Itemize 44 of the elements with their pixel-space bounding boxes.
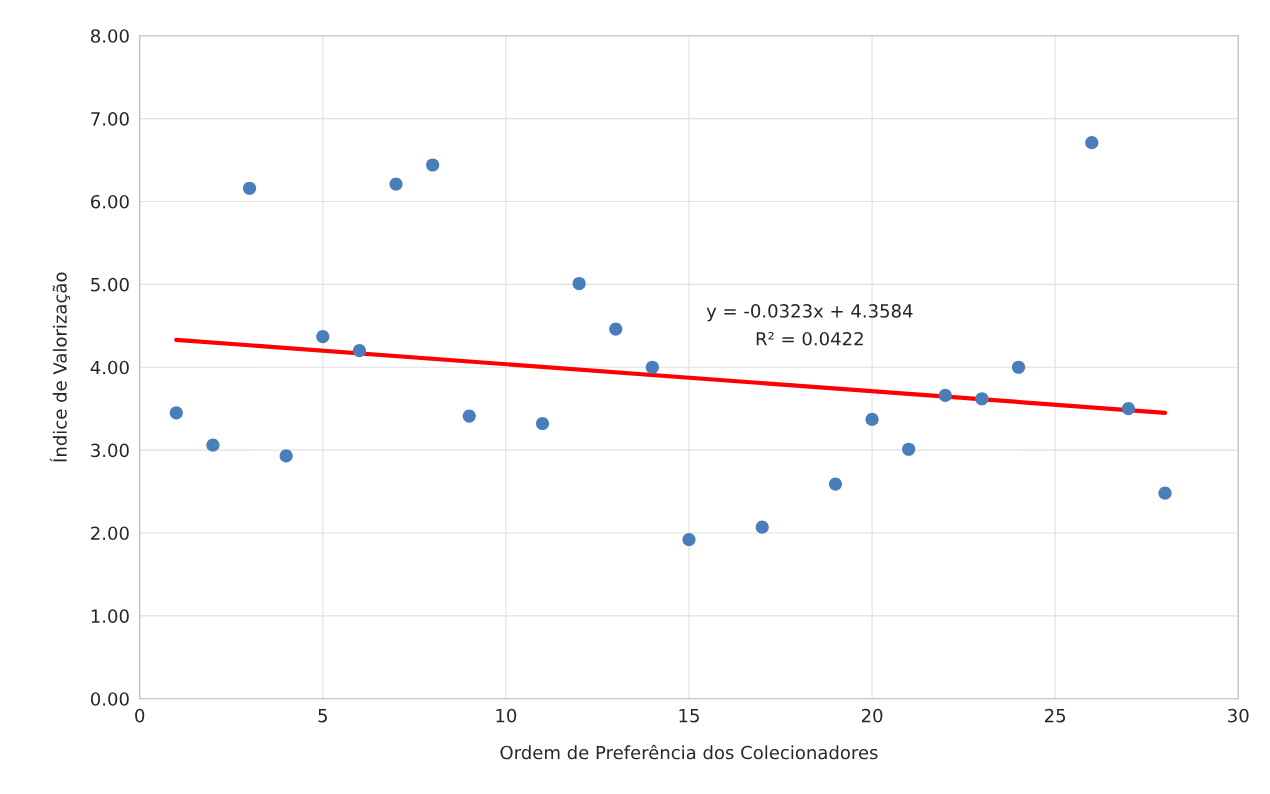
x-tick-label: 15: [679, 709, 699, 723]
point: [828, 477, 843, 491]
point: [426, 158, 440, 172]
point: [1121, 402, 1135, 416]
y-tick-label: 6.00: [91, 194, 129, 209]
point: [352, 344, 366, 358]
point: [169, 406, 183, 420]
point: [535, 416, 550, 431]
x-tick-label: 20: [861, 708, 883, 723]
x-tick-label: 5: [318, 709, 327, 723]
y-tick-label: 7.00: [91, 112, 129, 126]
y-tick-label: 0.00: [90, 692, 129, 706]
point: [645, 360, 659, 374]
point: [242, 181, 257, 195]
point: [1011, 360, 1026, 374]
y-tick-label: 4.00: [90, 360, 129, 375]
y-tick-label: 5.00: [91, 277, 129, 292]
y-tick-label: 8.00: [91, 29, 129, 43]
point: [1158, 486, 1172, 500]
point: [462, 409, 476, 423]
x-tick-label: 0: [135, 708, 145, 723]
y-tick-label: 2.00: [91, 526, 129, 541]
x-tick-label: 25: [1044, 708, 1066, 723]
point: [902, 442, 916, 456]
point: [609, 322, 623, 336]
x-tick-label: 10: [496, 708, 517, 723]
point: [389, 177, 403, 191]
point: [682, 533, 696, 547]
y-axis-title: Índice de Valorização: [49, 272, 71, 462]
point: [1085, 136, 1099, 150]
x-axis-title: Ordem de Preferência dos Colecionadores: [500, 744, 878, 760]
point: [938, 388, 952, 402]
y-tick-label: 1.00: [91, 609, 129, 623]
point: [865, 412, 879, 427]
point: [316, 329, 330, 344]
point: [572, 276, 586, 291]
point: [279, 449, 293, 463]
x-tick-label: 30: [1228, 708, 1249, 723]
point: [975, 392, 989, 406]
point: [206, 438, 220, 452]
point: [755, 520, 769, 534]
annotation: y = -0.0323x + 4.3584: [706, 304, 913, 322]
y-tick-label: 3.00: [91, 443, 129, 458]
annotation: R² = 0.0422: [756, 331, 863, 346]
